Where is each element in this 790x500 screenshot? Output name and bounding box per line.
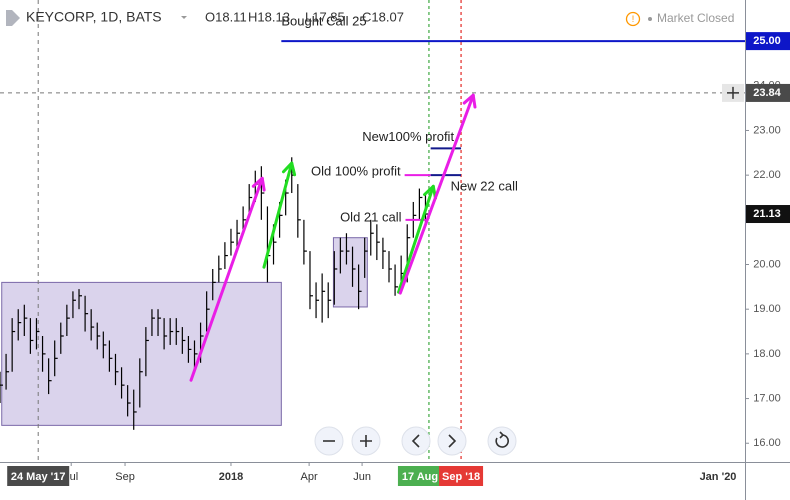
symbol[interactable]: KEYCORP, 1D, BATS (26, 9, 162, 25)
caret[interactable] (181, 16, 187, 19)
y-tick-label: 16.00 (753, 437, 781, 449)
crosshair-date-label: 24 May '17 (11, 471, 66, 483)
date-line-label: Sep '18 (442, 471, 480, 483)
y-tick-label: 19.00 (753, 303, 781, 315)
plot-area: Bought Call 25 New100% profit Old 100% pro… (0, 0, 745, 462)
status-dot (648, 17, 652, 21)
crosshair-plus (727, 86, 739, 99)
x-tick-label: Apr (301, 471, 318, 483)
x-axis-end-label: Jan '20 (700, 471, 737, 483)
y-tick-label: 20.00 (753, 258, 781, 270)
toolbar (314, 426, 517, 456)
arrow-head (462, 93, 477, 109)
legend-close: C18.07 (362, 9, 404, 24)
annotation-label: Old 21 call (340, 209, 402, 224)
arrow-head (281, 161, 297, 177)
axis-price-label: 25.00 (753, 35, 781, 47)
scroll-right-button[interactable] (437, 426, 467, 456)
annotation-label: Old 100% profit (311, 164, 401, 179)
last-price-label-box (746, 205, 790, 224)
arrow-head (423, 184, 437, 200)
date-line-label-box (439, 466, 484, 486)
zoom-in-button[interactable] (351, 426, 381, 456)
crosshair-price-label: 23.84 (753, 87, 781, 99)
trend-arrow (397, 184, 435, 294)
crosshair-date-label-box (7, 466, 70, 486)
trend-arrow (262, 161, 294, 269)
y-tick-label: 17.00 (753, 392, 781, 404)
y-tick-label: 22.00 (753, 169, 781, 181)
symbol-icon (6, 10, 20, 26)
annotation-label: New100% profit (362, 129, 454, 144)
legend-open: O18.11 (205, 9, 247, 24)
status-icon-mark: ! (632, 14, 635, 24)
last-price-label: 21.13 (753, 208, 781, 220)
status: Market Closed (657, 11, 734, 25)
trend-arrow (189, 176, 264, 382)
annotation-label: New 22 call (451, 179, 518, 194)
scroll-left-button[interactable] (401, 426, 431, 456)
trend-arrow (398, 93, 475, 295)
x-tick-label: 2018 (219, 471, 243, 483)
crosshair-price-label-box (746, 83, 790, 102)
status-icon[interactable] (625, 11, 641, 27)
zoom-out-button[interactable] (314, 426, 344, 456)
axis-price-label-box (746, 32, 790, 51)
y-tick-label: 23.00 (753, 124, 781, 136)
range-box (332, 237, 368, 308)
header: KEYCORP, 1D, BATS O18.11 H18.13 L17.85 C… (6, 9, 734, 27)
legend-high: H18.13 (248, 9, 290, 24)
range-box (1, 281, 282, 426)
reset-button[interactable] (487, 426, 517, 456)
x-tick-label: Jun (353, 471, 371, 483)
arrow-head (251, 176, 266, 192)
y-tick-label: 18.00 (753, 348, 781, 360)
legend-low: L17.85 (305, 9, 345, 24)
x-tick-label: Sep (115, 471, 135, 483)
annotation-label: Bought Call 25 (281, 14, 366, 29)
